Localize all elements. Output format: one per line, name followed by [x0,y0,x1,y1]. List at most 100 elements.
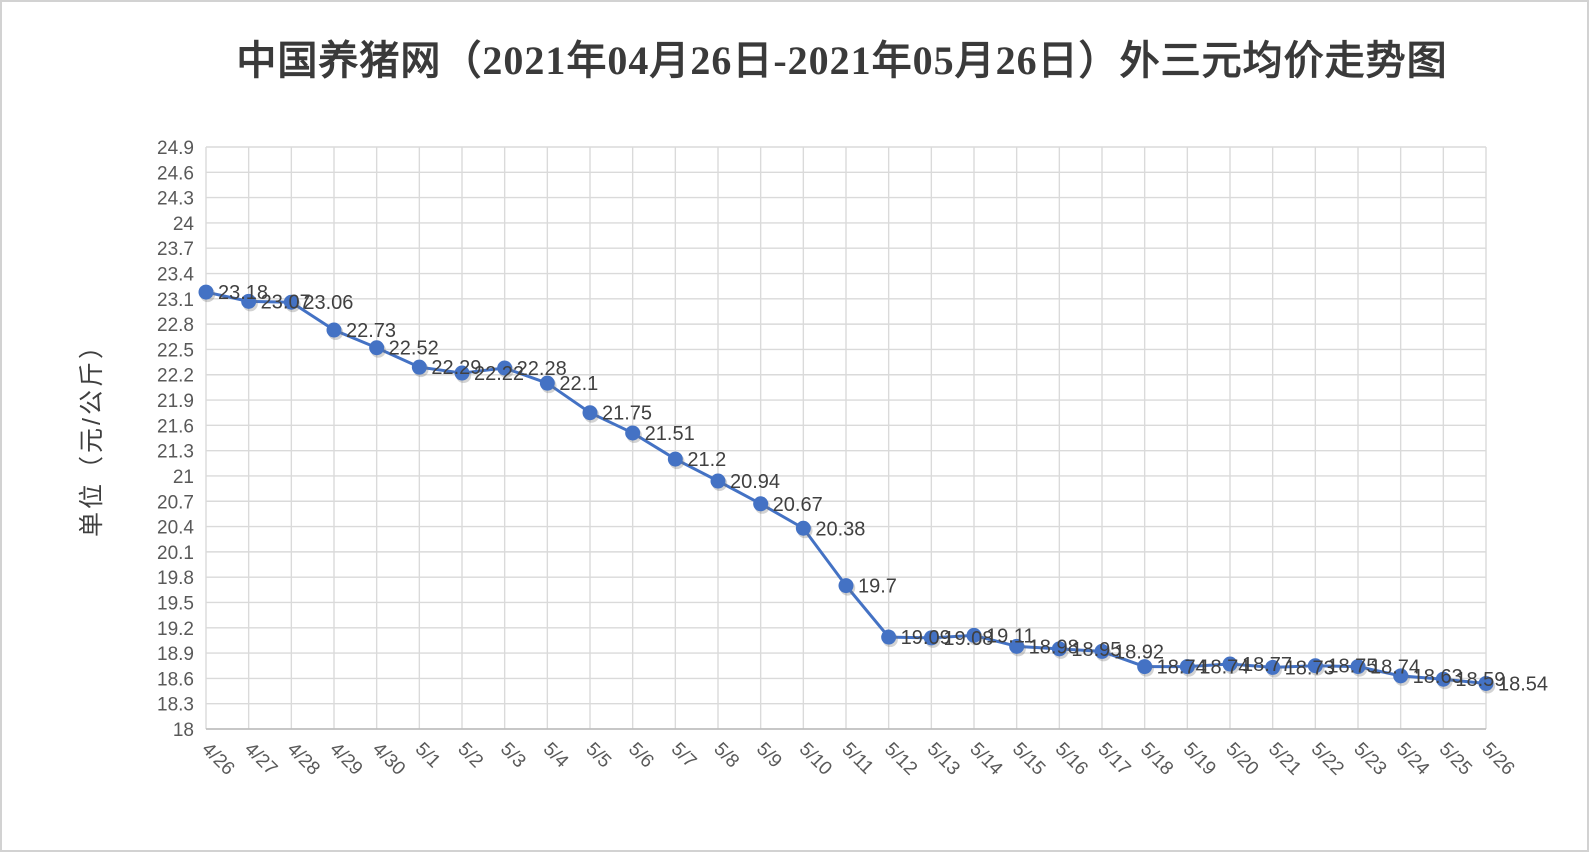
x-tick-label: 5/26 [1477,739,1518,780]
data-point-label: 18.75 [1327,656,1377,678]
y-tick-label: 19.5 [157,593,194,614]
y-tick-label: 22.5 [157,340,194,361]
y-tick-label: 23.7 [157,239,194,260]
data-point-marker [1179,659,1195,675]
data-point-marker [539,375,555,391]
x-tick-label: 5/19 [1179,739,1220,780]
data-point-marker [497,360,513,376]
data-point-label: 21.75 [602,403,652,425]
data-point-label: 20.67 [773,494,823,516]
x-tick-label: 5/22 [1307,739,1348,780]
x-tick-label: 5/10 [795,739,836,780]
data-point-marker [241,293,257,309]
data-point-marker [923,630,939,646]
y-tick-label: 21.9 [157,391,194,412]
x-tick-label: 5/7 [667,739,701,773]
data-point-label: 19.7 [858,576,897,598]
y-tick-label: 18.9 [157,644,194,665]
x-axis-tick-labels: 4/26 4/27 4/28 4/29 4/30 5/1 5/2 5/3 5/4 5/5 5/6 5/… [197,739,1518,780]
data-point-marker [198,284,214,300]
data-point-marker [667,451,683,467]
data-point-markers [198,284,1494,691]
y-tick-label: 24.6 [157,163,194,184]
y-tick-label: 21 [173,467,194,488]
data-point-marker [1009,638,1025,654]
data-point-marker [625,425,641,441]
y-tick-label: 24 [173,214,195,235]
data-point-label: 22.28 [517,358,567,380]
data-point-label: 22.73 [346,320,396,342]
y-tick-label: 20.1 [157,543,194,564]
x-tick-label: 4/26 [197,739,238,780]
data-point-marker [454,365,470,381]
x-tick-label: 4/27 [240,739,281,780]
gridlines [205,146,1487,730]
data-point-label: 18.63 [1413,666,1463,688]
data-point-marker [1350,659,1366,675]
data-point-label: 18.95 [1071,639,1121,661]
data-point-marker [369,340,385,356]
data-point-marker [1435,671,1451,687]
x-tick-label: 5/21 [1264,739,1305,780]
data-point-marker [411,359,427,375]
data-point-label: 22.52 [389,338,439,360]
y-axis-tick-labels: 18 18.3 18.6 18.9 19.2 19.5 19.8 20.1 20.4 20.7 21… [157,138,194,741]
data-point-label: 18.92 [1114,641,1164,663]
x-tick-label: 5/25 [1435,739,1476,780]
y-tick-label: 20.7 [157,492,194,513]
data-point-marker [582,405,598,421]
y-tick-label: 19.2 [157,619,194,640]
data-point-label: 19.09 [901,627,951,649]
data-point-label: 19.08 [943,628,993,650]
data-point-label: 22.1 [559,373,598,395]
data-point-label: 20.94 [730,471,780,493]
data-point-label: 18.74 [1370,657,1420,679]
x-tick-label: 4/29 [325,739,366,780]
data-point-marker [1393,668,1409,684]
x-tick-label: 5/6 [624,739,658,773]
chart-title: 中国养猪网（2021年04月26日-2021年05月26日）外三元均价走势图 [236,38,1448,83]
y-tick-label: 23.1 [157,290,194,311]
data-point-marker [838,578,854,594]
x-tick-label: 5/23 [1349,739,1390,780]
x-tick-label: 5/20 [1221,739,1262,780]
y-tick-label: 18.3 [157,695,194,716]
data-point-marker [1478,675,1494,691]
data-point-marker [1051,641,1067,657]
y-tick-label: 24.9 [157,138,194,159]
y-tick-label: 18.6 [157,669,194,690]
x-tick-label: 4/28 [283,739,324,780]
data-point-label: 21.51 [645,423,695,445]
data-point-label: 18.74 [1199,657,1249,679]
x-tick-label: 5/1 [411,739,445,773]
data-point-label: 23.18 [218,282,268,304]
data-point-label: 18.77 [1242,654,1292,676]
x-tick-label: 5/24 [1392,739,1433,780]
data-point-label: 18.54 [1498,673,1548,695]
y-tick-label: 21.3 [157,442,194,463]
x-tick-label: 5/11 [837,739,877,779]
data-point-marker [795,520,811,536]
data-point-label: 18.59 [1455,669,1505,691]
data-point-marker [881,629,897,645]
data-point-label: 20.38 [815,518,865,540]
x-tick-label: 5/4 [539,739,573,773]
data-point-label: 23.06 [303,292,353,314]
x-tick-label: 5/12 [880,739,921,780]
data-point-marker [1222,656,1238,672]
x-tick-label: 5/16 [1051,739,1092,780]
data-point-marker [753,496,769,512]
data-point-marker [710,473,726,489]
y-tick-label: 23.4 [157,265,194,286]
data-point-label: 18.73 [1285,657,1335,679]
y-tick-label: 19.8 [157,568,194,589]
data-point-marker [966,627,982,643]
data-point-marker [1094,643,1110,659]
data-point-marker [1307,658,1323,674]
x-tick-label: 5/5 [581,739,615,773]
x-tick-label: 5/13 [923,739,964,780]
data-point-marker [326,322,342,338]
data-point-label: 18.98 [1029,636,1079,658]
